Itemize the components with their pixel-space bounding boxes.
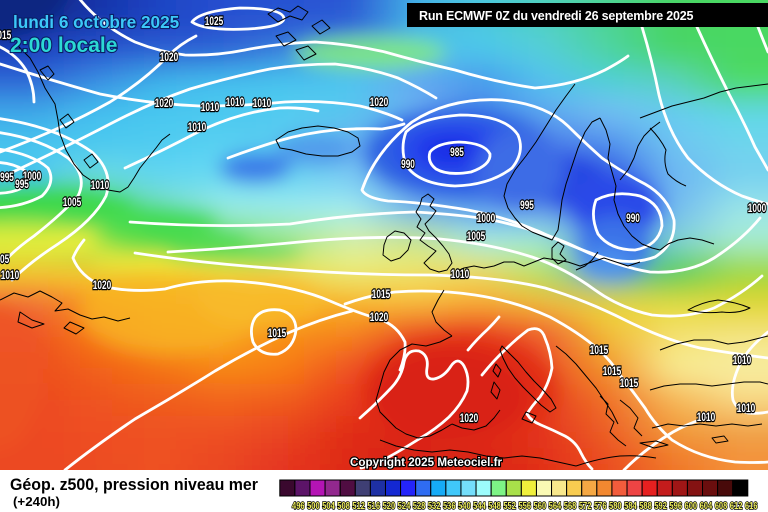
svg-text:616: 616 <box>745 501 758 512</box>
svg-text:990: 990 <box>401 159 415 171</box>
svg-text:1010: 1010 <box>253 98 271 110</box>
svg-text:1015: 1015 <box>603 366 622 378</box>
svg-text:1010: 1010 <box>733 355 751 367</box>
svg-text:990: 990 <box>626 213 640 225</box>
svg-text:1015: 1015 <box>0 30 12 42</box>
svg-text:1020: 1020 <box>93 280 111 292</box>
svg-text:584: 584 <box>624 501 637 512</box>
svg-text:1000: 1000 <box>748 203 766 215</box>
svg-text:lundi 6 octobre 2025: lundi 6 octobre 2025 <box>13 12 180 32</box>
svg-text:568: 568 <box>564 501 577 512</box>
svg-text:1020: 1020 <box>370 312 388 324</box>
svg-text:Copyright 2025 Meteociel.fr: Copyright 2025 Meteociel.fr <box>350 455 502 469</box>
svg-text:1025: 1025 <box>205 16 224 28</box>
svg-text:504: 504 <box>322 501 335 512</box>
svg-text:1000: 1000 <box>23 171 41 183</box>
svg-text:995: 995 <box>520 200 534 212</box>
svg-text:995: 995 <box>0 172 14 184</box>
svg-text:600: 600 <box>685 501 698 512</box>
svg-text:1010: 1010 <box>1 270 19 282</box>
svg-text:528: 528 <box>413 501 426 512</box>
svg-text:1020: 1020 <box>155 98 173 110</box>
svg-text:512: 512 <box>352 501 365 512</box>
svg-text:1010: 1010 <box>451 269 469 281</box>
svg-text:1010: 1010 <box>737 403 755 415</box>
svg-text:1020: 1020 <box>160 52 178 64</box>
svg-text:576: 576 <box>594 501 607 512</box>
svg-text:1010: 1010 <box>91 180 109 192</box>
svg-text:544: 544 <box>473 501 486 512</box>
svg-text:Run ECMWF 0Z du vendredi 26 se: Run ECMWF 0Z du vendredi 26 septembre 20… <box>419 9 694 23</box>
svg-text:508: 508 <box>337 501 350 512</box>
svg-text:1015: 1015 <box>268 328 287 340</box>
svg-text:532: 532 <box>428 501 441 512</box>
svg-text:516: 516 <box>367 501 380 512</box>
svg-text:604: 604 <box>700 501 713 512</box>
svg-text:612: 612 <box>730 501 743 512</box>
svg-text:564: 564 <box>549 501 562 512</box>
svg-text:995: 995 <box>15 179 29 191</box>
svg-text:520: 520 <box>383 501 396 512</box>
svg-text:1015: 1015 <box>590 345 609 357</box>
svg-text:1015: 1015 <box>620 378 639 390</box>
svg-text:1015: 1015 <box>372 289 391 301</box>
svg-text:588: 588 <box>639 501 652 512</box>
svg-text:1005: 1005 <box>467 231 486 243</box>
svg-text:Géop. z500, pression niveau me: Géop. z500, pression niveau mer <box>10 476 259 494</box>
svg-text:496: 496 <box>292 501 305 512</box>
svg-text:572: 572 <box>579 501 592 512</box>
svg-text:1000: 1000 <box>477 213 495 225</box>
svg-text:552: 552 <box>503 501 516 512</box>
svg-text:556: 556 <box>518 501 531 512</box>
svg-text:1010: 1010 <box>201 102 219 114</box>
svg-text:540: 540 <box>458 501 471 512</box>
svg-text:500: 500 <box>307 501 320 512</box>
svg-text:985: 985 <box>450 147 464 159</box>
svg-text:1020: 1020 <box>370 97 388 109</box>
svg-text:580: 580 <box>609 501 622 512</box>
svg-text:1010: 1010 <box>697 412 715 424</box>
svg-text:536: 536 <box>443 501 456 512</box>
svg-text:560: 560 <box>534 501 547 512</box>
svg-text:1005: 1005 <box>63 197 82 209</box>
svg-text:1005: 1005 <box>0 254 10 266</box>
svg-text:608: 608 <box>715 501 728 512</box>
svg-text:2:00 locale: 2:00 locale <box>10 34 117 57</box>
svg-text:1010: 1010 <box>188 122 206 134</box>
svg-text:592: 592 <box>654 501 667 512</box>
svg-text:1010: 1010 <box>226 97 244 109</box>
svg-text:524: 524 <box>398 501 411 512</box>
svg-text:596: 596 <box>669 501 682 512</box>
svg-text:1020: 1020 <box>460 413 478 425</box>
svg-text:548: 548 <box>488 501 501 512</box>
svg-text:(+240h): (+240h) <box>13 494 60 509</box>
